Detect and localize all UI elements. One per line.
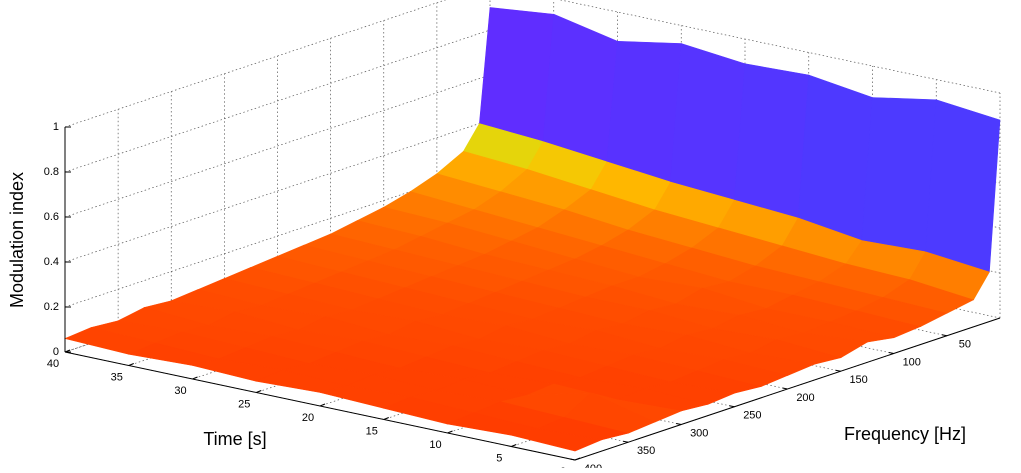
- surface-patch: [734, 63, 810, 219]
- x-tick-label: 100: [903, 356, 921, 368]
- surface-patch: [511, 428, 603, 452]
- x-tick: [623, 440, 629, 443]
- surface-patch: [542, 13, 618, 163]
- y-tick: [128, 363, 134, 366]
- x-tick: [729, 405, 735, 408]
- grid-line: [64, 74, 491, 218]
- y-tick: [319, 403, 326, 407]
- z-tick-label: 0: [53, 346, 59, 358]
- surface-patch: [797, 74, 873, 241]
- z-tick-label: 0.8: [44, 166, 59, 178]
- y-tick-label: 35: [111, 371, 123, 383]
- x-tick: [782, 387, 788, 390]
- x-tick: [941, 334, 947, 337]
- x-tick-label: 300: [690, 427, 708, 439]
- surface-patch: [670, 43, 746, 201]
- y-tick: [447, 430, 453, 434]
- surface-patch: [479, 7, 555, 142]
- y-tick-label: 10: [429, 439, 441, 451]
- y-tick: [383, 417, 389, 420]
- z-tick-label: 0.4: [44, 256, 59, 268]
- z-tick-label: 0.2: [44, 301, 59, 313]
- y-tick-label: 5: [496, 452, 502, 464]
- x-tick: [835, 369, 841, 372]
- y-tick-label: 15: [366, 425, 378, 437]
- x-tick-label: 200: [796, 392, 814, 404]
- x-tick-label: 400: [584, 463, 602, 468]
- surface-patch: [861, 97, 937, 253]
- z-tick-label: 0.6: [44, 211, 59, 223]
- x-tick-label: 50: [959, 339, 971, 351]
- x-tick-label: 250: [743, 410, 761, 422]
- axes: 00.20.40.60.8105101520253035405010015020…: [44, 121, 1001, 473]
- y-tick: [192, 376, 198, 380]
- y-tick: [511, 444, 517, 447]
- surface: [64, 7, 1001, 452]
- grid-line: [64, 119, 491, 263]
- surface-patch: [925, 99, 1001, 273]
- y-tick-label: 30: [174, 385, 186, 397]
- x-tick: [888, 352, 894, 354]
- y-tick-label: 20: [302, 412, 314, 424]
- z-axis-label: Modulation index: [7, 172, 27, 308]
- x-axis-label: Frequency [Hz]: [844, 424, 966, 444]
- y-tick: [256, 390, 262, 393]
- y-tick: [64, 349, 71, 353]
- surface-patch: [606, 40, 682, 183]
- y-axis-label: Time [s]: [203, 429, 266, 449]
- x-tick: [676, 423, 682, 425]
- x-tick-label: 150: [849, 374, 867, 386]
- y-tick-label: 25: [238, 398, 250, 410]
- x-tick-label: 350: [637, 445, 655, 457]
- x-tick: [569, 458, 576, 461]
- y-tick: [574, 457, 581, 461]
- z-tick-label: 1: [53, 121, 59, 133]
- y-tick-label: 40: [47, 358, 59, 370]
